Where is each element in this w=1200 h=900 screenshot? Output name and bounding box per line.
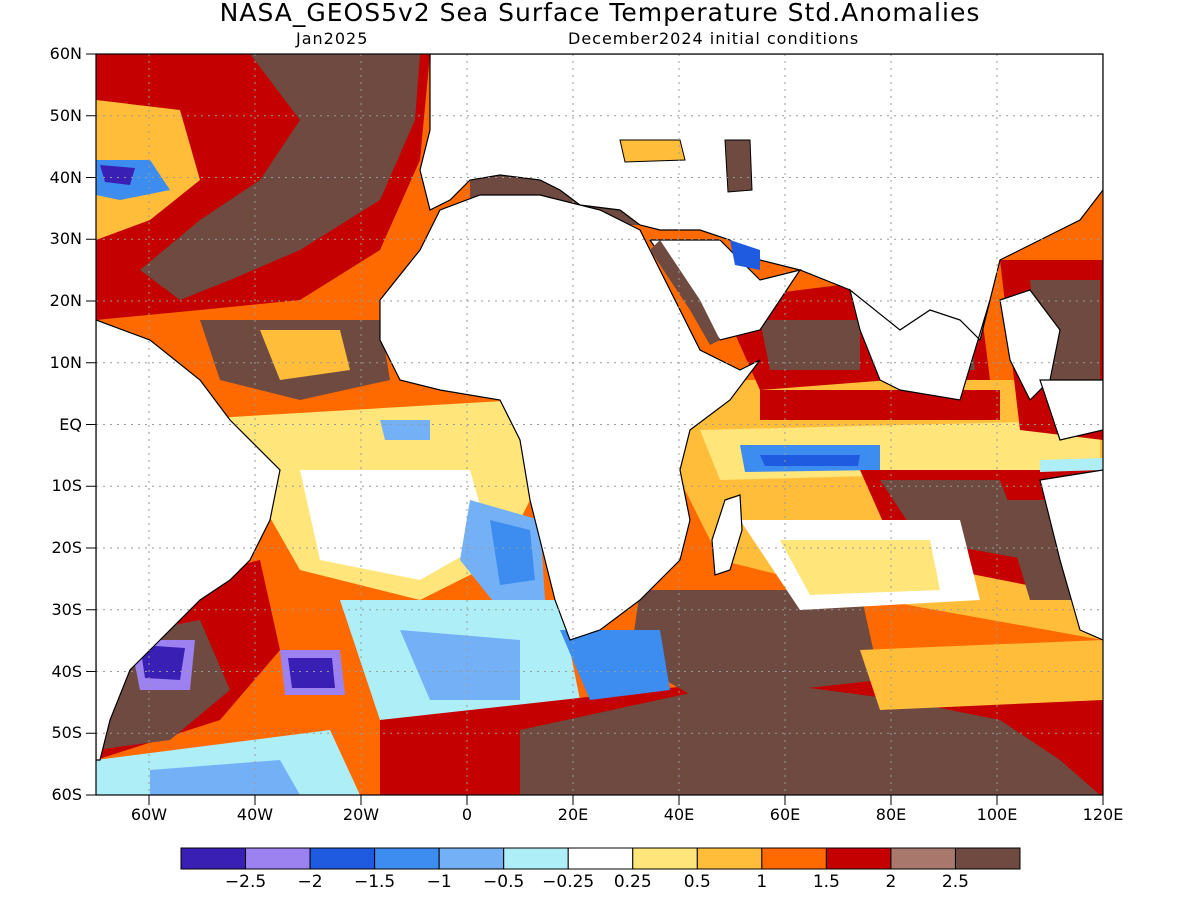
x-tick-label: 40E (663, 805, 695, 824)
y-tick-label: 20N (49, 291, 82, 310)
x-tick-label: 80E (875, 805, 907, 824)
colorbar-swatch (954, 847, 1021, 870)
colorbar-swatch (503, 847, 569, 870)
subtitle-initial-conditions: December2024 initial conditions (568, 29, 860, 48)
x-tick-label: 100E (976, 805, 1018, 824)
y-tick-label: 50S (51, 723, 82, 743)
colorbar-swatch (245, 847, 311, 870)
colorbar-tick-label: −0.5 (483, 872, 525, 892)
y-tick-label: 40N (49, 167, 82, 187)
y-tick-label: 60S (51, 785, 82, 804)
colorbar-tick-label: −1.5 (353, 872, 396, 892)
y-tick-label: 20S (51, 538, 82, 557)
axis-ticks (86, 53, 1104, 805)
colorbar-tick-label: 1 (756, 872, 768, 892)
colorbar-swatch (374, 847, 440, 870)
colorbar-swatch (632, 847, 698, 870)
y-tick-label: 30N (49, 229, 82, 249)
x-tick-label: 0 (461, 805, 473, 824)
land (96, 54, 1103, 761)
colorbar-tick-label: −0.25 (542, 872, 595, 892)
colorbar-swatch (890, 847, 956, 870)
colorbar-swatch (825, 847, 892, 870)
colorbar-tick-label: −1 (426, 872, 452, 892)
y-tick-label: 10N (49, 352, 82, 372)
y-tick-label: 30S (51, 599, 82, 619)
lat-lon-grid (96, 54, 1103, 795)
y-tick-label: 10S (51, 476, 82, 496)
colorbar-swatch (696, 847, 763, 870)
colorbar-swatch (309, 847, 376, 870)
colorbar-tick-label: 2 (885, 872, 897, 892)
x-tick-label: 40W (236, 805, 274, 824)
colorbar-tick-label: 0.5 (683, 872, 711, 892)
colorbar-swatch (438, 847, 505, 870)
colorbar-tick-label: 2.5 (941, 872, 969, 892)
y-tick-label: 50N (49, 105, 82, 125)
x-tick-label: 120E (1082, 805, 1124, 824)
colorbar-tick-label: −2 (297, 872, 323, 892)
y-tick-label: EQ (59, 414, 82, 434)
chart-title: NASA_GEOS5v2 Sea Surface Temperature Std… (219, 0, 981, 27)
colorbar-tick-label: 1.5 (812, 872, 840, 892)
x-tick-label: 60W (130, 805, 168, 824)
y-tick-label: 60N (49, 44, 82, 63)
y-tick-label: 40S (51, 661, 82, 681)
x-tick-label: 20E (557, 805, 589, 824)
colorbar-tick-label: 0.25 (613, 872, 652, 892)
x-tick-label: 60E (769, 805, 801, 824)
colorbar-swatch (180, 847, 247, 870)
colorbar (180, 847, 1021, 870)
x-tick-label: 20W (342, 805, 380, 824)
subtitle-date: Jan2025 (296, 29, 369, 48)
colorbar-swatch (761, 847, 827, 870)
colorbar-tick-label: −2.5 (224, 872, 267, 892)
colorbar-swatch (567, 847, 634, 870)
